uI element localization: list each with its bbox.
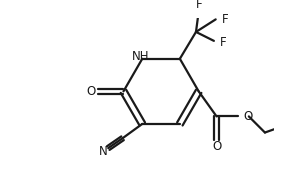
Text: NH: NH (132, 50, 149, 63)
Text: O: O (243, 110, 253, 123)
Text: N: N (99, 145, 107, 158)
Text: F: F (220, 36, 227, 49)
Text: O: O (212, 140, 221, 153)
Text: O: O (87, 85, 96, 98)
Text: F: F (196, 0, 203, 11)
Text: F: F (222, 13, 229, 26)
